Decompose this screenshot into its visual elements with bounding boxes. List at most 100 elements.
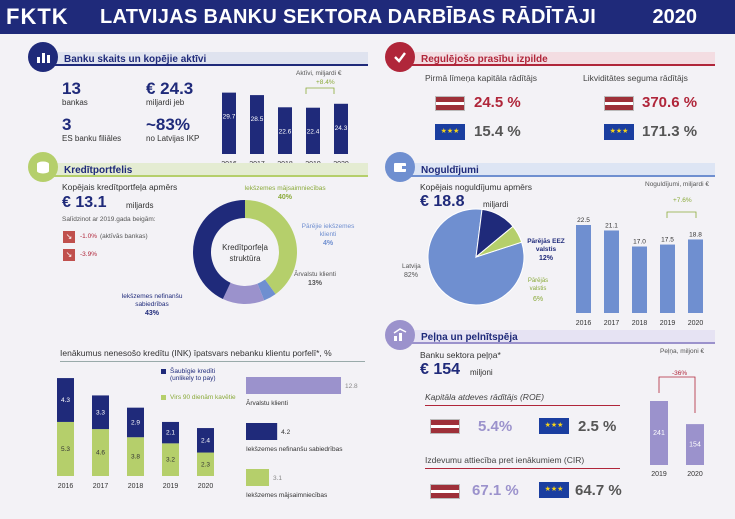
deposit-change-bracket (666, 211, 697, 218)
npl-tick-label: 2017 (93, 483, 109, 490)
profit-change: -36% (672, 370, 688, 377)
profit-chart-icon (385, 320, 415, 350)
pie-legend-label: Latvija (402, 263, 421, 270)
deposits-value: € 18.8 (420, 193, 465, 210)
deposit-tick-label: 2018 (632, 320, 648, 327)
capital-ratio-label: Pirmā līmeņa kapitāla rādītājs (425, 73, 537, 83)
donut-value-label: 40% (278, 194, 293, 201)
deposits-chart-unit: Noguldījumi, miljardi € (645, 181, 709, 188)
profit-section-bar (405, 330, 715, 344)
donut-slice (193, 200, 245, 300)
npl-stacked-bar-chart: 5.3 4.3 2016 4.6 3.3 2017 3.8 2.9 2018 3.2 2.1 2019… (57, 378, 214, 490)
npl-tick-label: 2016 (58, 483, 74, 490)
donut-value-label: 13% (308, 280, 323, 287)
npl-horizontal-bar-chart: 12.8 Ārvalstu klienti 4.2 Iekšzemes nefinan… (246, 377, 358, 499)
assets-bar (222, 92, 236, 154)
liquidity-ratio-lv: 370.6 % (642, 94, 698, 111)
donut-legend-label: Ārvalstu klienti (294, 270, 336, 278)
deposit-bar-chart: 22.5 2016 21.1 2017 17.0 2018 17.5 2019 18.8 2020 (576, 211, 704, 327)
latvia-flag-icon (604, 96, 634, 111)
bank-count-label: bankas (62, 98, 88, 107)
header-bar: FKTK LATVIJAS BANKU SEKTORA DARBĪBAS RĀD… (0, 0, 735, 34)
roe-label: Kapitāla atdeves rādītājs (ROE) (425, 392, 545, 402)
bank-chart-icon (28, 42, 58, 72)
npl-bar-overdue (127, 437, 144, 476)
donut-legend-label: Iekšzemes mājsaimniecības (244, 185, 326, 192)
wallet-icon (385, 152, 415, 182)
credit-delta1: -1.0% (80, 233, 97, 240)
ikp-share: ~83% (146, 115, 190, 134)
deposit-value-label: 22.5 (577, 217, 590, 224)
roe-divider (425, 405, 620, 406)
npl-tick-label: 2018 (128, 483, 144, 490)
roe-eu: 2.5 % (578, 418, 617, 435)
npl-tick-label: 2019 (163, 483, 179, 490)
deposit-tick-label: 2019 (660, 320, 676, 327)
npl-overdue-label: 3.8 (131, 454, 140, 461)
npl-bar-unlikely (57, 378, 74, 422)
roe-lv: 5.4% (478, 418, 513, 435)
assets-bar-label: 29.7 (223, 114, 236, 121)
eu-flag-icon: ★★★ (435, 124, 465, 140)
logo: FKTK (6, 4, 69, 29)
deposits-section-title: Noguldījumi (421, 165, 479, 176)
credit-delta1-label: (aktīvās bankas) (100, 233, 148, 240)
deposit-tick-label: 2020 (688, 320, 704, 327)
donut-center-label: Kredītporfeļa (222, 243, 268, 252)
deposits-section-bar (405, 163, 715, 177)
credit-delta2: -3.9% (80, 251, 97, 258)
credit-subtitle: Kopējais kredītportfeļa apmērs (62, 182, 178, 192)
deposits-subtitle: Kopējais noguldījumu apmērs (420, 182, 532, 192)
assets-chart-unit: Aktīvi, miljardi € (296, 70, 342, 77)
down-arrow-icon: ↘ (63, 249, 75, 261)
donut-center-label: struktūra (229, 254, 261, 263)
assets-bar (250, 95, 264, 154)
credit-section-bar (48, 163, 368, 177)
npl-unlikely-label: 2.1 (166, 430, 175, 437)
legend-swatch-unlikely (161, 369, 166, 374)
npl-hbar (246, 423, 278, 440)
npl-hbar (246, 377, 341, 394)
donut-legend-label: Pārējie iekšzemes (302, 223, 355, 230)
npl-hbar-value: 12.8 (345, 383, 358, 390)
pie-legend-label: Pārējās (528, 278, 548, 284)
npl-tick-label: 2020 (198, 483, 214, 490)
deposit-value-label: 17.5 (661, 237, 674, 244)
credit-value: € 13.1 (62, 194, 107, 211)
assets-bar-label: 24.3 (335, 125, 348, 132)
assets-value: € 24.3 (146, 79, 194, 98)
donut-legend-label: sabiedrības (135, 301, 169, 308)
profit-tick-label: 2019 (651, 471, 667, 478)
assets-label: miljardi jeb (146, 98, 185, 107)
deposit-value-label: 18.8 (689, 231, 702, 238)
npl-hbar-label: Ārvalstu klienti (246, 399, 288, 407)
cir-eu: 64.7 % (575, 482, 622, 499)
npl-bar-unlikely (162, 421, 179, 444)
latvia-flag-icon (430, 484, 460, 499)
npl-hbar-value: 3.1 (273, 475, 282, 482)
donut-value-label: 43% (145, 310, 160, 317)
eu-flag-icon: ★★★ (539, 482, 569, 498)
npl-bar-overdue (92, 429, 109, 476)
profit-chart-unit: Peļņa, miljoni € (660, 348, 705, 355)
pie-legend-label: valstis (536, 246, 557, 253)
deposit-bar (576, 225, 591, 313)
credit-value-unit: miljards (126, 201, 154, 210)
eu-flag-icon: ★★★ (604, 124, 634, 140)
npl-divider (60, 361, 365, 362)
credit-section-title: Kredītportfelis (64, 165, 133, 176)
npl-hbar (246, 469, 270, 486)
npl-bar-unlikely (127, 407, 144, 438)
npl-overdue-label: 5.3 (61, 446, 70, 453)
eu-flag-icon: ★★★ (539, 418, 569, 434)
pie-value-label: 6% (533, 296, 543, 303)
coins-icon (28, 152, 58, 182)
assets-bar-label: 22.4 (307, 129, 320, 136)
assets-bar (278, 107, 292, 154)
deposit-bar (604, 230, 619, 313)
donut-slice (222, 282, 265, 304)
assets-bar-label: 22.6 (279, 128, 292, 135)
credit-donut-chart: Kredītporfeļa struktūra Iekšzemes mājsaimn… (121, 185, 355, 317)
donut-legend-label: Iekšzemes nefinanšu (121, 293, 182, 300)
cir-lv: 67.1 % (472, 482, 519, 499)
